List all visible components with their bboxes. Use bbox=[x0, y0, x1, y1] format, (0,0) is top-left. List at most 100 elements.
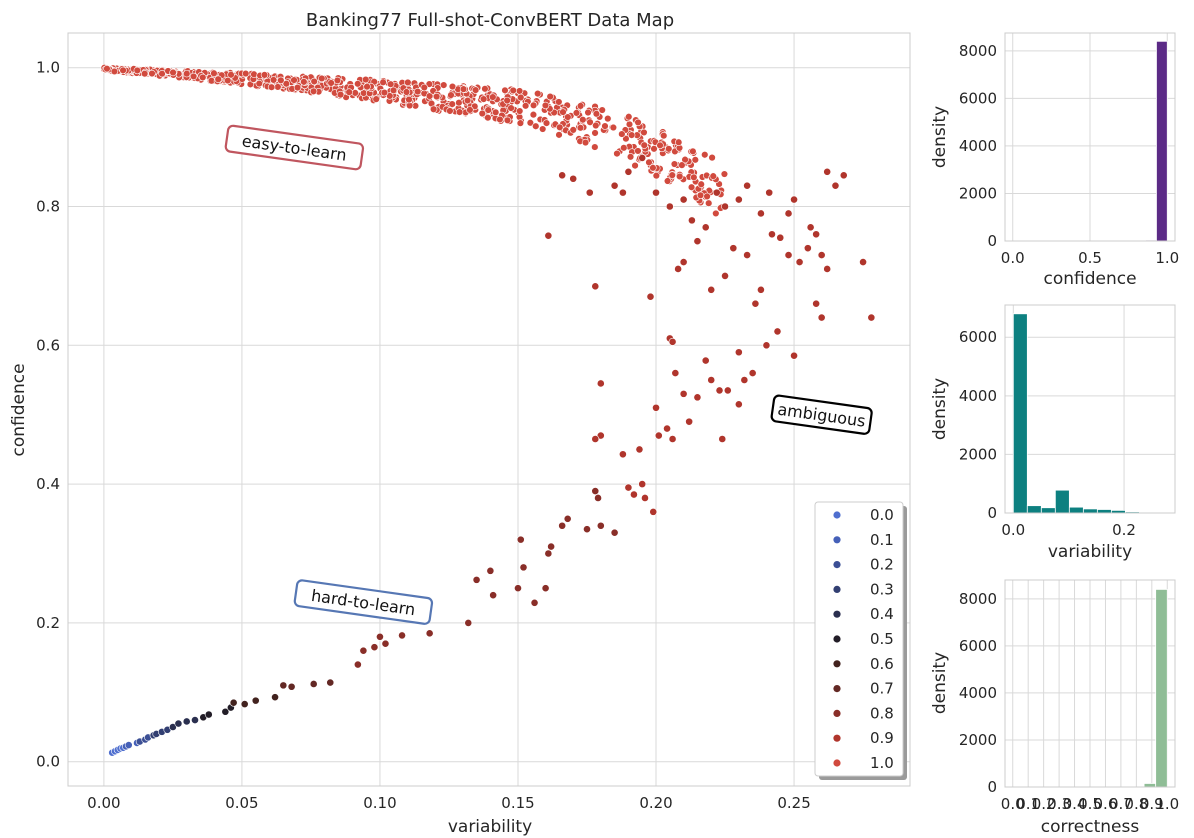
legend-marker bbox=[833, 685, 841, 693]
scatter-point bbox=[638, 480, 647, 489]
scatter-point bbox=[310, 77, 318, 86]
scatter-point bbox=[784, 209, 793, 218]
scatter-point bbox=[634, 147, 642, 155]
scatter-point bbox=[743, 181, 752, 190]
x-tick-label: 0.5 bbox=[1078, 249, 1102, 267]
scatter-point bbox=[729, 244, 738, 253]
variability-histogram: 0.0 0.2 0 2000 4000 6000 variability density bbox=[930, 304, 1176, 562]
legend-marker bbox=[833, 536, 841, 544]
scatter-point bbox=[625, 113, 633, 121]
scatter-point bbox=[255, 79, 263, 88]
legend-label: 0.6 bbox=[870, 655, 894, 673]
scatter-point bbox=[191, 716, 199, 724]
scatter-point bbox=[269, 76, 278, 84]
variability-histogram-frame bbox=[1004, 304, 1176, 514]
scatter-point bbox=[601, 122, 609, 130]
scatter-point bbox=[227, 71, 235, 79]
scatter-point bbox=[564, 113, 572, 121]
scatter-point bbox=[583, 525, 591, 534]
scatter-point bbox=[823, 167, 832, 176]
scatter-point bbox=[318, 74, 326, 83]
x-tick-label: 0.20 bbox=[639, 794, 672, 812]
scatter-point bbox=[598, 106, 606, 114]
scatter-point bbox=[529, 101, 538, 109]
scatter-point bbox=[817, 251, 826, 259]
scatter-point bbox=[538, 125, 547, 133]
scatter-point bbox=[867, 313, 876, 322]
scatter-point bbox=[481, 85, 489, 93]
scatter-point bbox=[530, 598, 539, 607]
scatter-point bbox=[300, 78, 308, 86]
scatter-point bbox=[688, 216, 696, 225]
scatter-point bbox=[751, 299, 760, 308]
confidence-histogram-frame bbox=[1004, 32, 1176, 242]
scatter-point bbox=[182, 717, 191, 726]
x-tick-label: 1.0 bbox=[1155, 795, 1179, 813]
chart-title: Banking77 Full-shot-ConvBERT Data Map bbox=[306, 10, 674, 31]
scatter-point bbox=[649, 507, 658, 516]
scatter-point bbox=[563, 514, 572, 523]
scatter-point bbox=[386, 92, 394, 100]
y-tick-label: 2000 bbox=[959, 184, 997, 202]
scatter-point bbox=[723, 386, 732, 395]
scatter-point bbox=[158, 69, 166, 78]
y-tick-label: 8000 bbox=[959, 590, 997, 608]
y-tick-label: 6000 bbox=[959, 89, 997, 107]
scatter-point bbox=[585, 188, 594, 197]
scatter-point bbox=[631, 161, 639, 170]
scatter-point bbox=[576, 124, 585, 132]
scatter-point bbox=[260, 71, 269, 79]
y-tick-label: 2000 bbox=[959, 731, 997, 749]
scatter-point bbox=[618, 188, 627, 197]
scatter-point bbox=[103, 64, 111, 73]
scatter-point bbox=[214, 75, 222, 83]
y-tick-label: 0.4 bbox=[36, 475, 60, 493]
x-tick-label: 0.25 bbox=[777, 794, 810, 812]
main-plot-frame bbox=[67, 32, 911, 787]
x-tick-label: 0.7 bbox=[1109, 795, 1133, 813]
confidence-histogram-xlabel: confidence bbox=[1043, 269, 1136, 289]
scatter-point bbox=[596, 521, 605, 530]
main-scatter-plot: Banking77 Full-shot-ConvBERT Data Map 0.… bbox=[9, 10, 911, 837]
scatter-point bbox=[279, 681, 288, 690]
scatter-point bbox=[743, 251, 752, 259]
scatter-point bbox=[183, 69, 191, 78]
scatter-point bbox=[489, 93, 497, 101]
scatter-point bbox=[592, 110, 601, 118]
scatter-point bbox=[425, 80, 434, 88]
scatter-point bbox=[277, 76, 285, 84]
legend-label: 0.3 bbox=[870, 580, 894, 598]
scatter-point bbox=[624, 167, 633, 176]
scatter-point bbox=[665, 202, 674, 211]
scatter-point bbox=[812, 230, 821, 239]
scatter-point bbox=[542, 119, 551, 127]
scatter-point bbox=[790, 351, 798, 360]
scatter-point bbox=[380, 88, 389, 97]
region-annotation: hard-to-learn bbox=[293, 579, 434, 625]
scatter-point bbox=[646, 292, 655, 301]
y-tick-label: 4000 bbox=[959, 137, 997, 155]
scatter-point bbox=[484, 113, 492, 122]
scatter-point bbox=[326, 678, 335, 687]
scatter-point bbox=[581, 138, 590, 147]
x-tick-label: 0.00 bbox=[87, 794, 120, 812]
scatter-point bbox=[709, 172, 717, 180]
scatter-point bbox=[625, 120, 634, 129]
histogram-bar bbox=[1026, 505, 1042, 514]
scatter-point bbox=[555, 98, 563, 106]
scatter-point bbox=[721, 202, 729, 211]
histogram-bar bbox=[1096, 509, 1112, 514]
scatter-point bbox=[558, 171, 567, 180]
scatter-point bbox=[649, 164, 657, 172]
scatter-point bbox=[503, 96, 511, 105]
scatter-point bbox=[748, 369, 757, 377]
scatter-point bbox=[558, 521, 567, 530]
scatter-point bbox=[478, 109, 486, 118]
scatter-point bbox=[592, 121, 600, 130]
scatter-point bbox=[693, 237, 702, 246]
scatter-point bbox=[795, 258, 804, 266]
x-tick-label: 0.5 bbox=[1078, 795, 1102, 813]
legend-marker bbox=[833, 709, 841, 718]
x-tick-label: 0.6 bbox=[1094, 795, 1118, 813]
scatter-point bbox=[119, 66, 127, 75]
